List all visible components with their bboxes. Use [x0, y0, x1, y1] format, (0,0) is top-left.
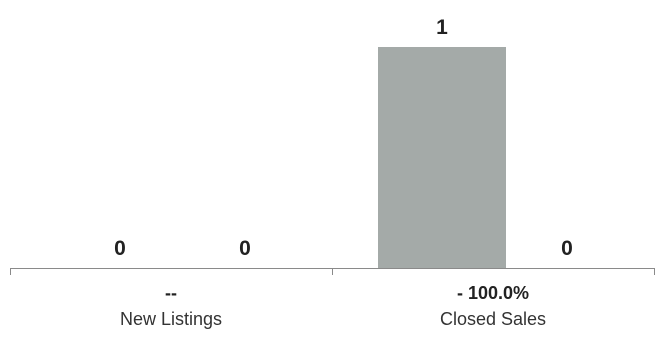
- value-label: 0: [239, 237, 251, 260]
- category-label: New Listings: [120, 309, 222, 329]
- value-label: 0: [561, 237, 573, 260]
- change-label: - 100.0%: [457, 283, 529, 303]
- change-label: --: [165, 283, 177, 303]
- bars-layer: [378, 47, 506, 268]
- bar-closed-sales-1: [378, 47, 506, 268]
- value-labels-layer: 0 0 1 0: [114, 16, 573, 260]
- value-label: 1: [436, 16, 448, 39]
- x-axis: [10, 268, 655, 275]
- category-label: Closed Sales: [440, 309, 546, 329]
- category-labels-layer: -- New Listings - 100.0% Closed Sales: [120, 283, 546, 329]
- value-label: 0: [114, 237, 126, 260]
